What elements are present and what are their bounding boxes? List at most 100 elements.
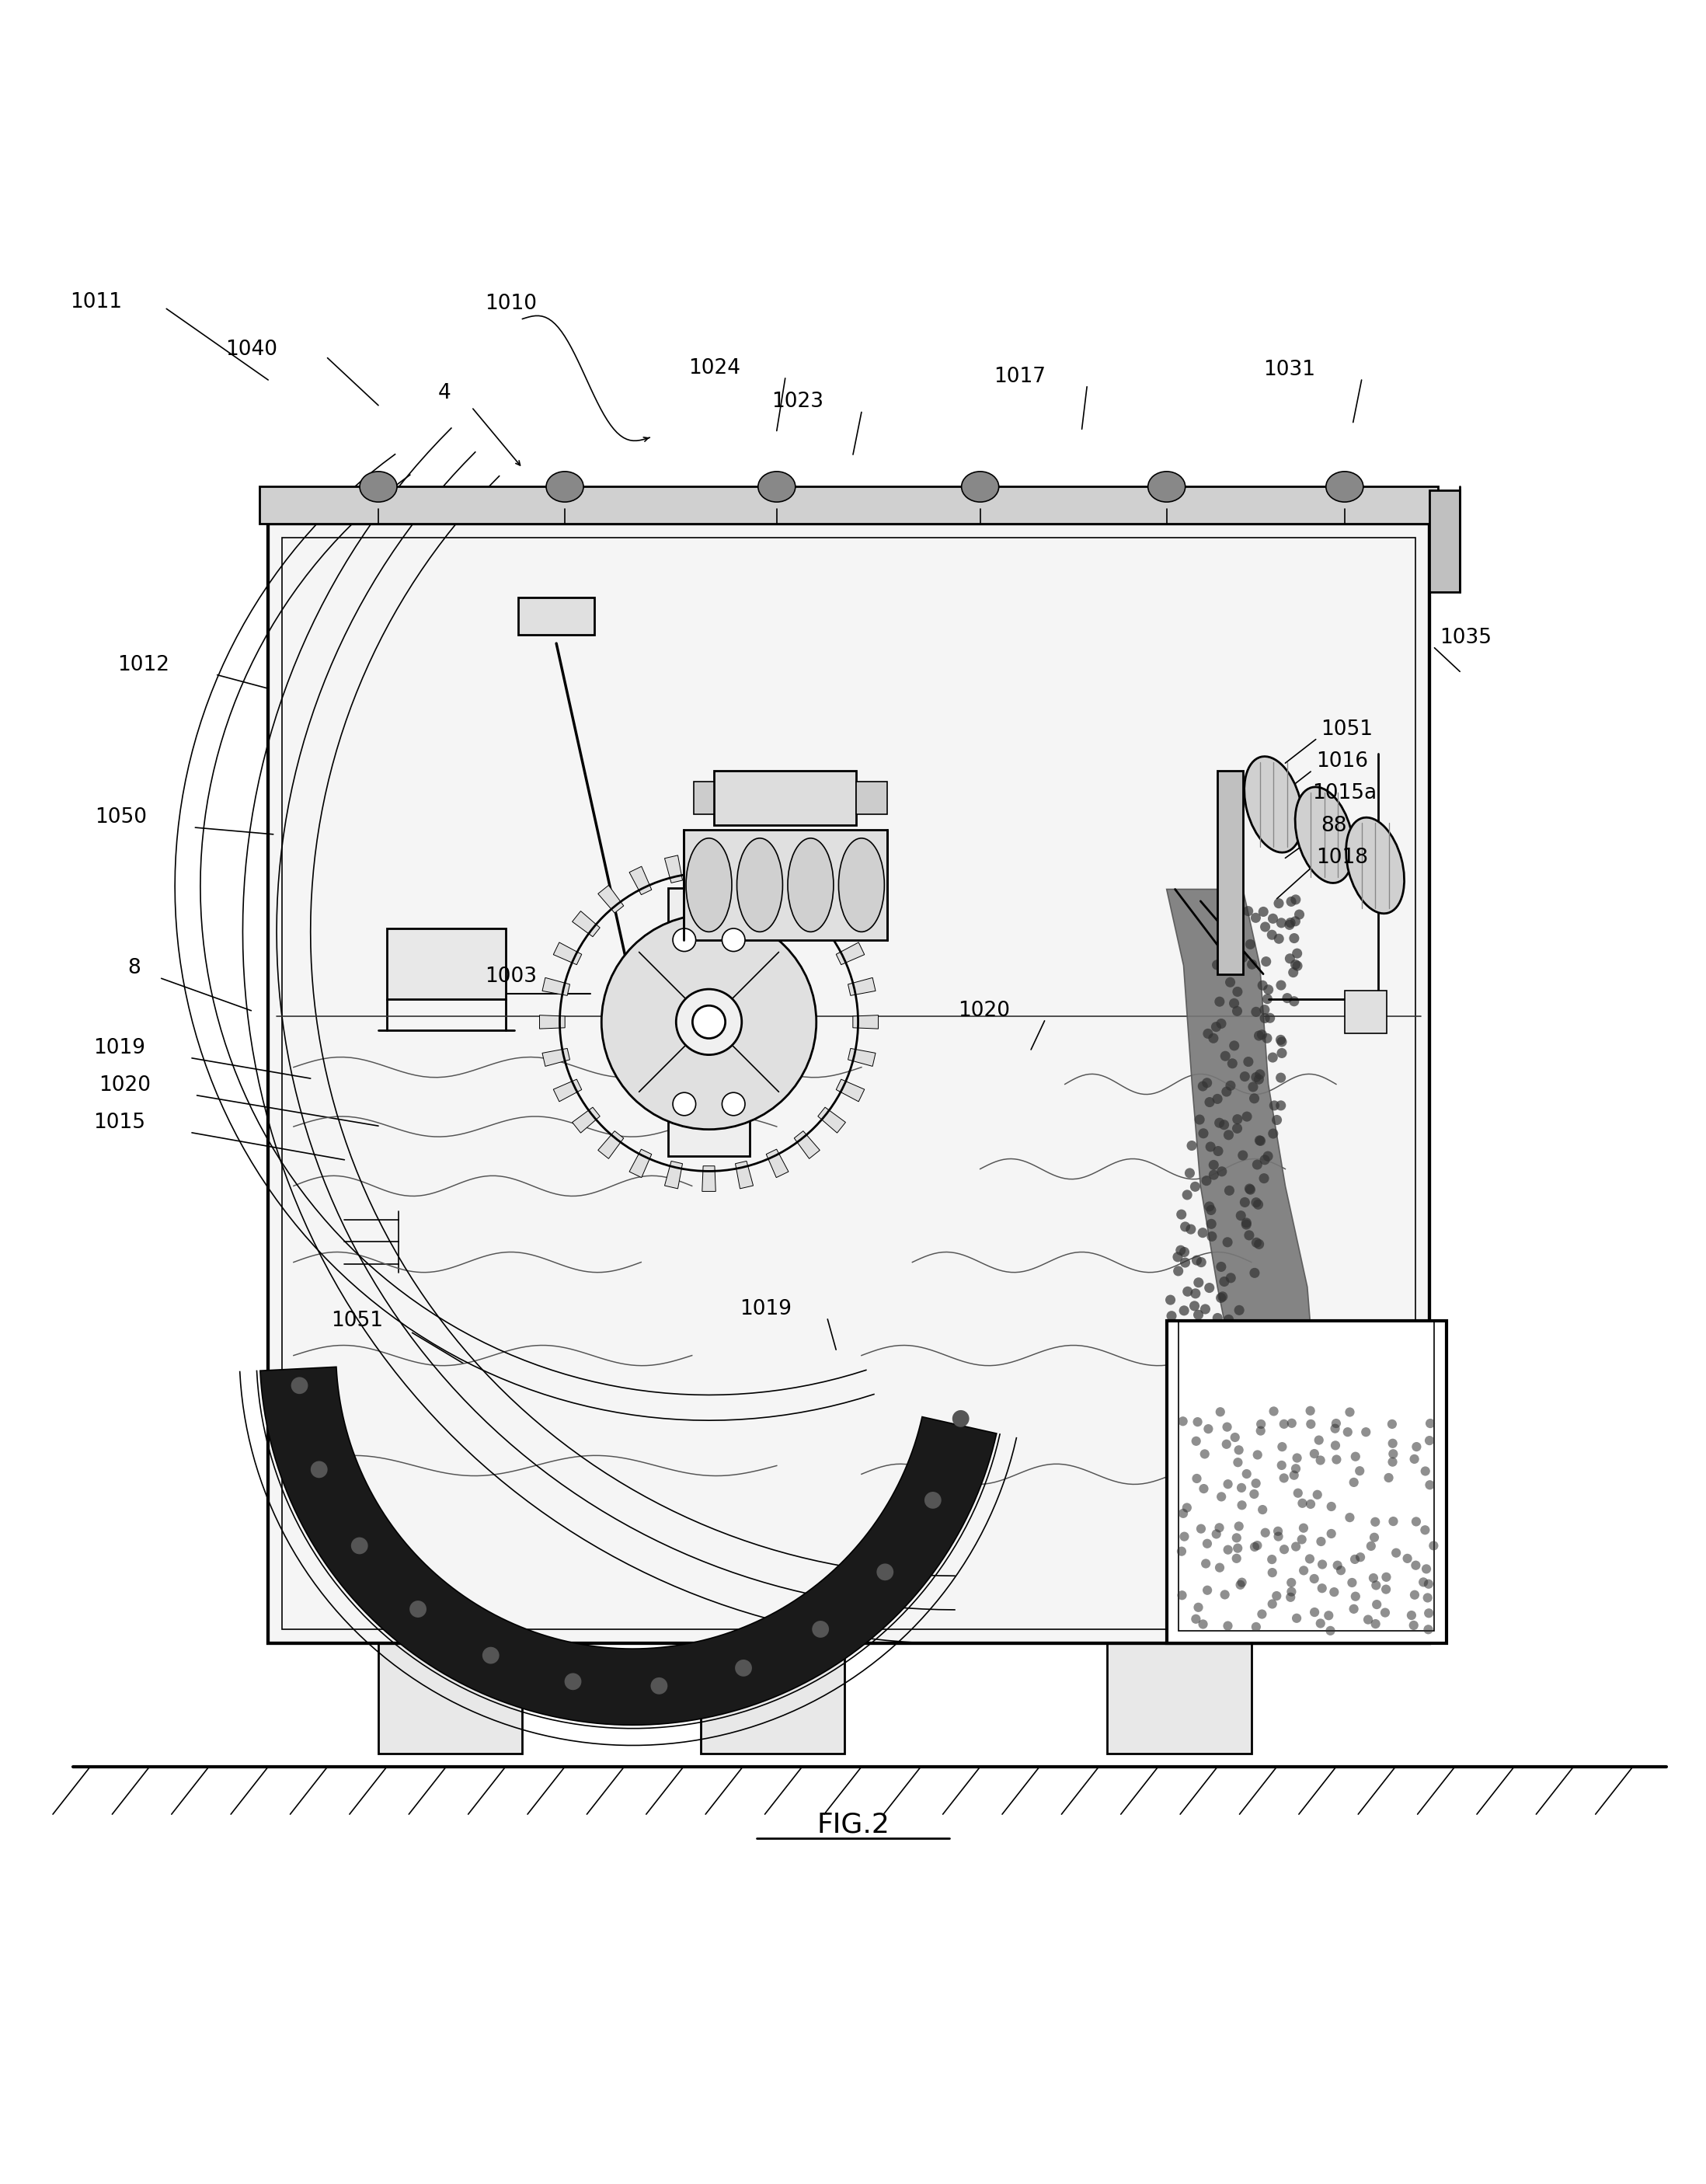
Circle shape <box>310 1461 328 1479</box>
Bar <box>701 1642 844 1754</box>
Circle shape <box>1167 1310 1177 1321</box>
Circle shape <box>1211 1529 1221 1540</box>
Circle shape <box>1175 1321 1186 1330</box>
Polygon shape <box>766 1149 788 1177</box>
Text: 1031: 1031 <box>1262 360 1315 380</box>
Polygon shape <box>735 1162 754 1188</box>
Circle shape <box>1249 1081 1257 1092</box>
Polygon shape <box>735 856 754 882</box>
Circle shape <box>1223 1129 1233 1140</box>
Ellipse shape <box>737 839 783 933</box>
Circle shape <box>1409 1621 1418 1629</box>
Circle shape <box>1384 1472 1394 1483</box>
Circle shape <box>1204 1096 1215 1107</box>
Circle shape <box>409 1601 426 1618</box>
Circle shape <box>722 928 746 952</box>
Circle shape <box>1182 1503 1192 1511</box>
Ellipse shape <box>757 472 795 502</box>
Circle shape <box>1315 1455 1326 1465</box>
Polygon shape <box>836 1079 865 1101</box>
Circle shape <box>1191 1437 1201 1446</box>
Circle shape <box>1249 1489 1259 1498</box>
Circle shape <box>1250 1072 1261 1083</box>
Bar <box>1179 1321 1435 1631</box>
Circle shape <box>1232 1553 1242 1564</box>
Polygon shape <box>1167 889 1310 1330</box>
Ellipse shape <box>360 472 397 502</box>
Circle shape <box>1261 1529 1269 1538</box>
Ellipse shape <box>1295 786 1353 882</box>
Circle shape <box>1348 1577 1356 1588</box>
Circle shape <box>1423 1592 1433 1603</box>
Circle shape <box>1174 1267 1184 1275</box>
Circle shape <box>1288 968 1298 978</box>
Bar <box>1107 1642 1252 1754</box>
Circle shape <box>351 1538 368 1555</box>
Circle shape <box>1349 1605 1358 1614</box>
Circle shape <box>1179 1247 1189 1258</box>
Circle shape <box>1242 1112 1252 1123</box>
Circle shape <box>1326 1625 1336 1636</box>
Circle shape <box>1191 1614 1201 1623</box>
Circle shape <box>1232 1114 1242 1125</box>
Bar <box>684 830 887 939</box>
Polygon shape <box>795 885 821 913</box>
Polygon shape <box>259 1367 996 1725</box>
Bar <box>1218 771 1244 974</box>
Text: 1019: 1019 <box>739 1299 792 1319</box>
Circle shape <box>1425 1481 1435 1489</box>
Circle shape <box>1286 1588 1297 1597</box>
Circle shape <box>1182 1286 1192 1297</box>
Circle shape <box>735 1660 752 1677</box>
Ellipse shape <box>1148 472 1186 502</box>
Circle shape <box>1204 1201 1215 1212</box>
Circle shape <box>1208 1160 1218 1171</box>
Polygon shape <box>543 978 570 996</box>
Circle shape <box>925 1492 942 1509</box>
Circle shape <box>1269 1101 1280 1112</box>
Polygon shape <box>599 1131 624 1160</box>
Circle shape <box>1259 906 1269 917</box>
Bar <box>1344 992 1387 1033</box>
Circle shape <box>1310 1607 1319 1616</box>
Circle shape <box>1198 1129 1208 1138</box>
Circle shape <box>1225 1186 1235 1195</box>
Circle shape <box>1331 1420 1341 1428</box>
Polygon shape <box>539 1016 565 1029</box>
Polygon shape <box>848 978 875 996</box>
Polygon shape <box>703 852 717 878</box>
Circle shape <box>1286 1592 1295 1603</box>
Circle shape <box>1426 1420 1435 1428</box>
Circle shape <box>1228 1040 1239 1051</box>
Circle shape <box>1213 1147 1223 1155</box>
Circle shape <box>1225 976 1235 987</box>
Circle shape <box>1240 1197 1250 1208</box>
Text: 1010: 1010 <box>485 293 537 314</box>
Circle shape <box>1220 1590 1230 1599</box>
Circle shape <box>1181 1221 1191 1232</box>
Circle shape <box>1411 1562 1421 1570</box>
Circle shape <box>672 1092 696 1116</box>
Circle shape <box>1290 933 1300 943</box>
Circle shape <box>1223 1479 1233 1489</box>
Circle shape <box>1199 1483 1208 1494</box>
Circle shape <box>1203 1077 1211 1088</box>
Circle shape <box>1172 1251 1182 1262</box>
Circle shape <box>1268 1053 1278 1064</box>
Circle shape <box>1310 1575 1319 1583</box>
Circle shape <box>1192 1310 1203 1319</box>
Bar <box>1430 489 1460 592</box>
Text: 8: 8 <box>128 959 140 978</box>
Circle shape <box>1245 939 1256 950</box>
Circle shape <box>1252 1238 1261 1247</box>
Circle shape <box>1349 1555 1360 1564</box>
Circle shape <box>1291 1463 1300 1474</box>
Circle shape <box>1211 1022 1221 1031</box>
Bar <box>519 598 594 636</box>
Circle shape <box>1252 1540 1262 1551</box>
Circle shape <box>1220 1275 1230 1286</box>
Circle shape <box>1252 1450 1262 1459</box>
Circle shape <box>1312 1489 1322 1500</box>
Circle shape <box>1179 1531 1189 1542</box>
Polygon shape <box>553 941 582 965</box>
